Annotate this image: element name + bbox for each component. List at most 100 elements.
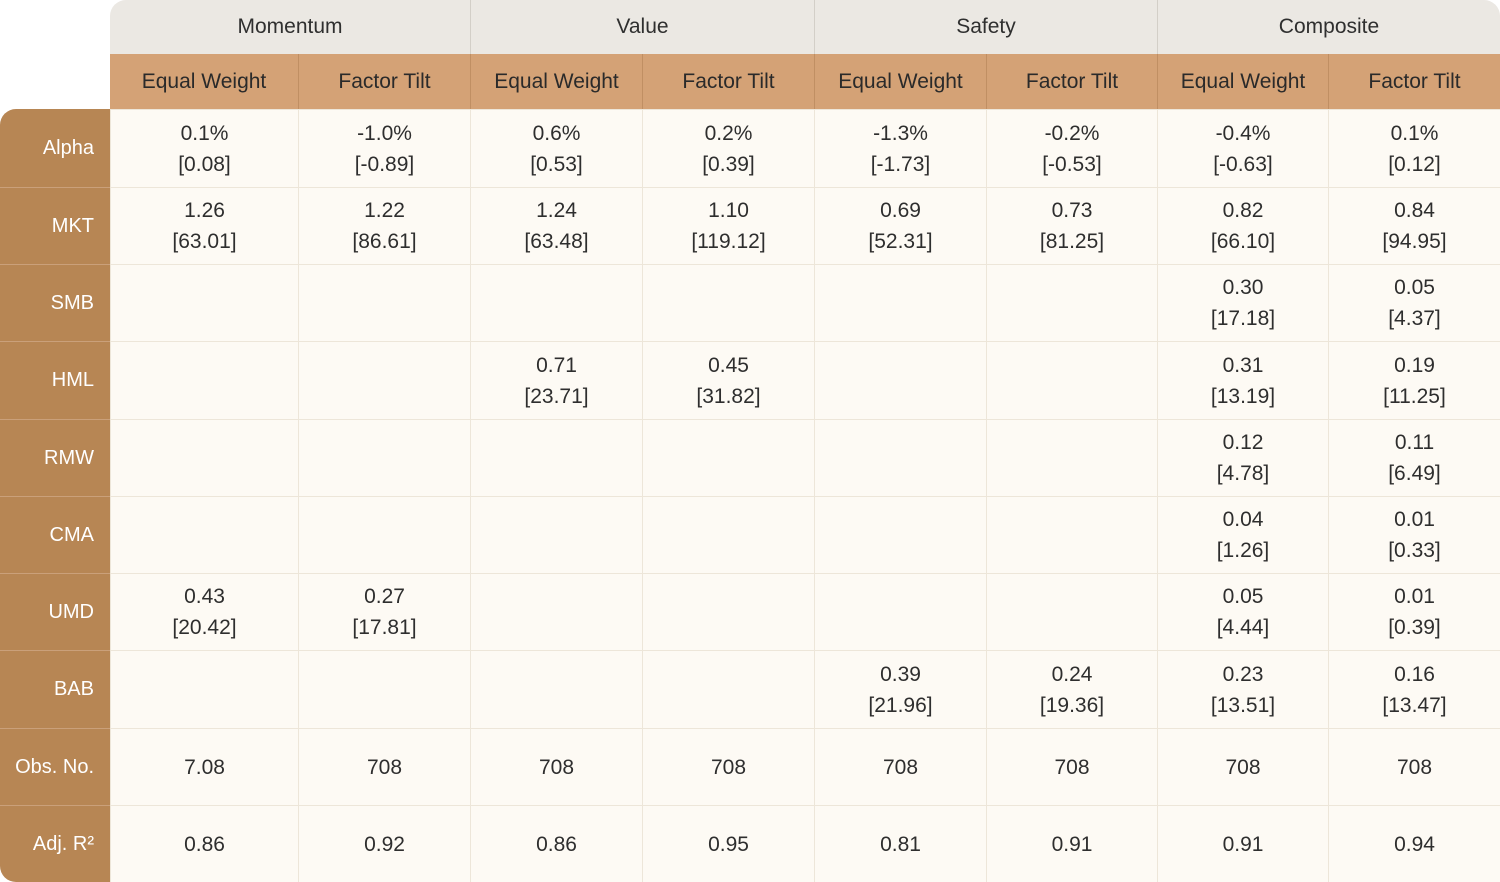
group-header: Safety bbox=[814, 0, 1157, 54]
coefficient-value: 0.1% bbox=[180, 121, 229, 145]
coefficient-value: 0.91 bbox=[1222, 832, 1264, 856]
table-cell bbox=[814, 573, 986, 650]
column-header: Factor Tilt bbox=[298, 54, 470, 109]
column-header: Factor Tilt bbox=[986, 54, 1157, 109]
coefficient-value: 0.6% bbox=[532, 121, 581, 145]
table-cell bbox=[642, 573, 814, 650]
row-label: CMA bbox=[0, 496, 110, 573]
table-cell bbox=[470, 573, 642, 650]
table-cell: 708 bbox=[1157, 728, 1328, 805]
t-statistic: [66.10] bbox=[1210, 230, 1276, 253]
table-cell bbox=[986, 573, 1157, 650]
coefficient-value: 0.86 bbox=[184, 832, 225, 856]
t-statistic: [17.81] bbox=[352, 616, 417, 639]
table-cell: 708 bbox=[298, 728, 470, 805]
coefficient-value: 0.30 bbox=[1222, 276, 1264, 299]
coefficient-value: -0.4% bbox=[1215, 121, 1271, 145]
table-cell: 0.11 [6.49] bbox=[1328, 419, 1500, 496]
coefficient-value: 0.2% bbox=[704, 121, 753, 145]
table-cell bbox=[642, 419, 814, 496]
table-cell: 1.24 [63.48] bbox=[470, 187, 642, 264]
column-header: Equal Weight bbox=[814, 54, 986, 109]
coefficient-value: 0.11 bbox=[1394, 431, 1435, 454]
t-statistic: [11.25] bbox=[1383, 384, 1446, 408]
coefficient-value: 0.45 bbox=[708, 353, 749, 377]
t-statistic: [4.44] bbox=[1216, 616, 1270, 639]
t-statistic: [-0.89] bbox=[354, 152, 415, 176]
table-cell bbox=[986, 496, 1157, 573]
table-cell: 0.91 bbox=[1157, 805, 1328, 882]
t-statistic: [6.49] bbox=[1388, 462, 1441, 485]
table-cell bbox=[298, 496, 470, 573]
table-cell: 0.16 [13.47] bbox=[1328, 650, 1500, 728]
t-statistic: [86.61] bbox=[352, 230, 417, 253]
table-cell: 0.05 [4.37] bbox=[1328, 264, 1500, 341]
t-statistic: [4.37] bbox=[1388, 307, 1441, 330]
column-header: Equal Weight bbox=[1157, 54, 1328, 109]
group-header: Value bbox=[470, 0, 814, 54]
table-cell: 0.95 bbox=[642, 805, 814, 882]
coefficient-value: 7.08 bbox=[184, 755, 225, 779]
table-cell: 0.6% [0.53] bbox=[470, 109, 642, 187]
coefficient-value: 708 bbox=[1225, 755, 1261, 779]
table-cell: 708 bbox=[986, 728, 1157, 805]
coefficient-value: 0.39 bbox=[880, 662, 921, 686]
table-cell: 0.84 [94.95] bbox=[1328, 187, 1500, 264]
table-cell: 0.91 bbox=[986, 805, 1157, 882]
table-cell: -0.4% [-0.63] bbox=[1157, 109, 1328, 187]
coefficient-value: 0.94 bbox=[1394, 832, 1435, 856]
table-cell: 0.24 [19.36] bbox=[986, 650, 1157, 728]
table-cell: 0.82 [66.10] bbox=[1157, 187, 1328, 264]
table-cell: 0.19 [11.25] bbox=[1328, 341, 1500, 419]
t-statistic: [119.12] bbox=[691, 230, 766, 253]
coefficient-value: 0.24 bbox=[1051, 662, 1093, 686]
table-cell: -1.0% [-0.89] bbox=[298, 109, 470, 187]
table-cell: 0.30 [17.18] bbox=[1157, 264, 1328, 341]
table-cell: 1.10 [119.12] bbox=[642, 187, 814, 264]
t-statistic: [13.47] bbox=[1382, 693, 1447, 717]
coefficient-value: 0.91 bbox=[1051, 832, 1093, 856]
coefficient-value: 0.69 bbox=[880, 199, 921, 222]
table-cell bbox=[470, 496, 642, 573]
table-cell: 0.01 [0.39] bbox=[1328, 573, 1500, 650]
coefficient-value: 0.84 bbox=[1394, 199, 1435, 222]
t-statistic: [52.31] bbox=[868, 230, 933, 253]
group-header: Composite bbox=[1157, 0, 1500, 54]
table-cell: 0.1% [0.08] bbox=[110, 109, 298, 187]
t-statistic: [17.18] bbox=[1210, 307, 1276, 330]
t-statistic: [94.95] bbox=[1382, 230, 1447, 253]
coefficient-value: -1.0% bbox=[357, 121, 412, 145]
table-cell: -1.3% [-1.73] bbox=[814, 109, 986, 187]
table-cell bbox=[298, 264, 470, 341]
coefficient-value: 0.01 bbox=[1394, 585, 1435, 608]
t-statistic: [21.96] bbox=[868, 693, 933, 717]
t-statistic: [-0.53] bbox=[1042, 152, 1102, 176]
table-cell bbox=[642, 264, 814, 341]
table-cell bbox=[986, 341, 1157, 419]
coefficient-value: 708 bbox=[882, 755, 919, 779]
table-cell bbox=[110, 264, 298, 341]
table-cell bbox=[814, 496, 986, 573]
coefficient-value: 0.1% bbox=[1390, 121, 1439, 145]
coefficient-value: 1.26 bbox=[184, 199, 225, 222]
table-cell: 0.86 bbox=[470, 805, 642, 882]
t-statistic: [13.19] bbox=[1210, 384, 1276, 408]
group-header: Momentum bbox=[110, 0, 470, 54]
coefficient-value: 0.23 bbox=[1222, 662, 1264, 686]
column-header: Factor Tilt bbox=[1328, 54, 1500, 109]
coefficient-value: 0.12 bbox=[1222, 431, 1264, 454]
coefficient-value: 1.10 bbox=[708, 199, 749, 222]
coefficient-value: 0.05 bbox=[1222, 585, 1264, 608]
column-header: Equal Weight bbox=[470, 54, 642, 109]
row-label: Adj. R² bbox=[0, 805, 110, 882]
table-cell: 708 bbox=[814, 728, 986, 805]
row-label: BAB bbox=[0, 650, 110, 728]
coefficient-value: 708 bbox=[1054, 755, 1090, 779]
coefficient-value: -0.2% bbox=[1044, 121, 1100, 145]
table-cell bbox=[298, 341, 470, 419]
t-statistic: [4.78] bbox=[1216, 462, 1270, 485]
row-label: Obs. No. bbox=[0, 728, 110, 805]
coefficient-value: 0.43 bbox=[184, 585, 225, 608]
coefficient-value: 0.16 bbox=[1394, 662, 1435, 686]
